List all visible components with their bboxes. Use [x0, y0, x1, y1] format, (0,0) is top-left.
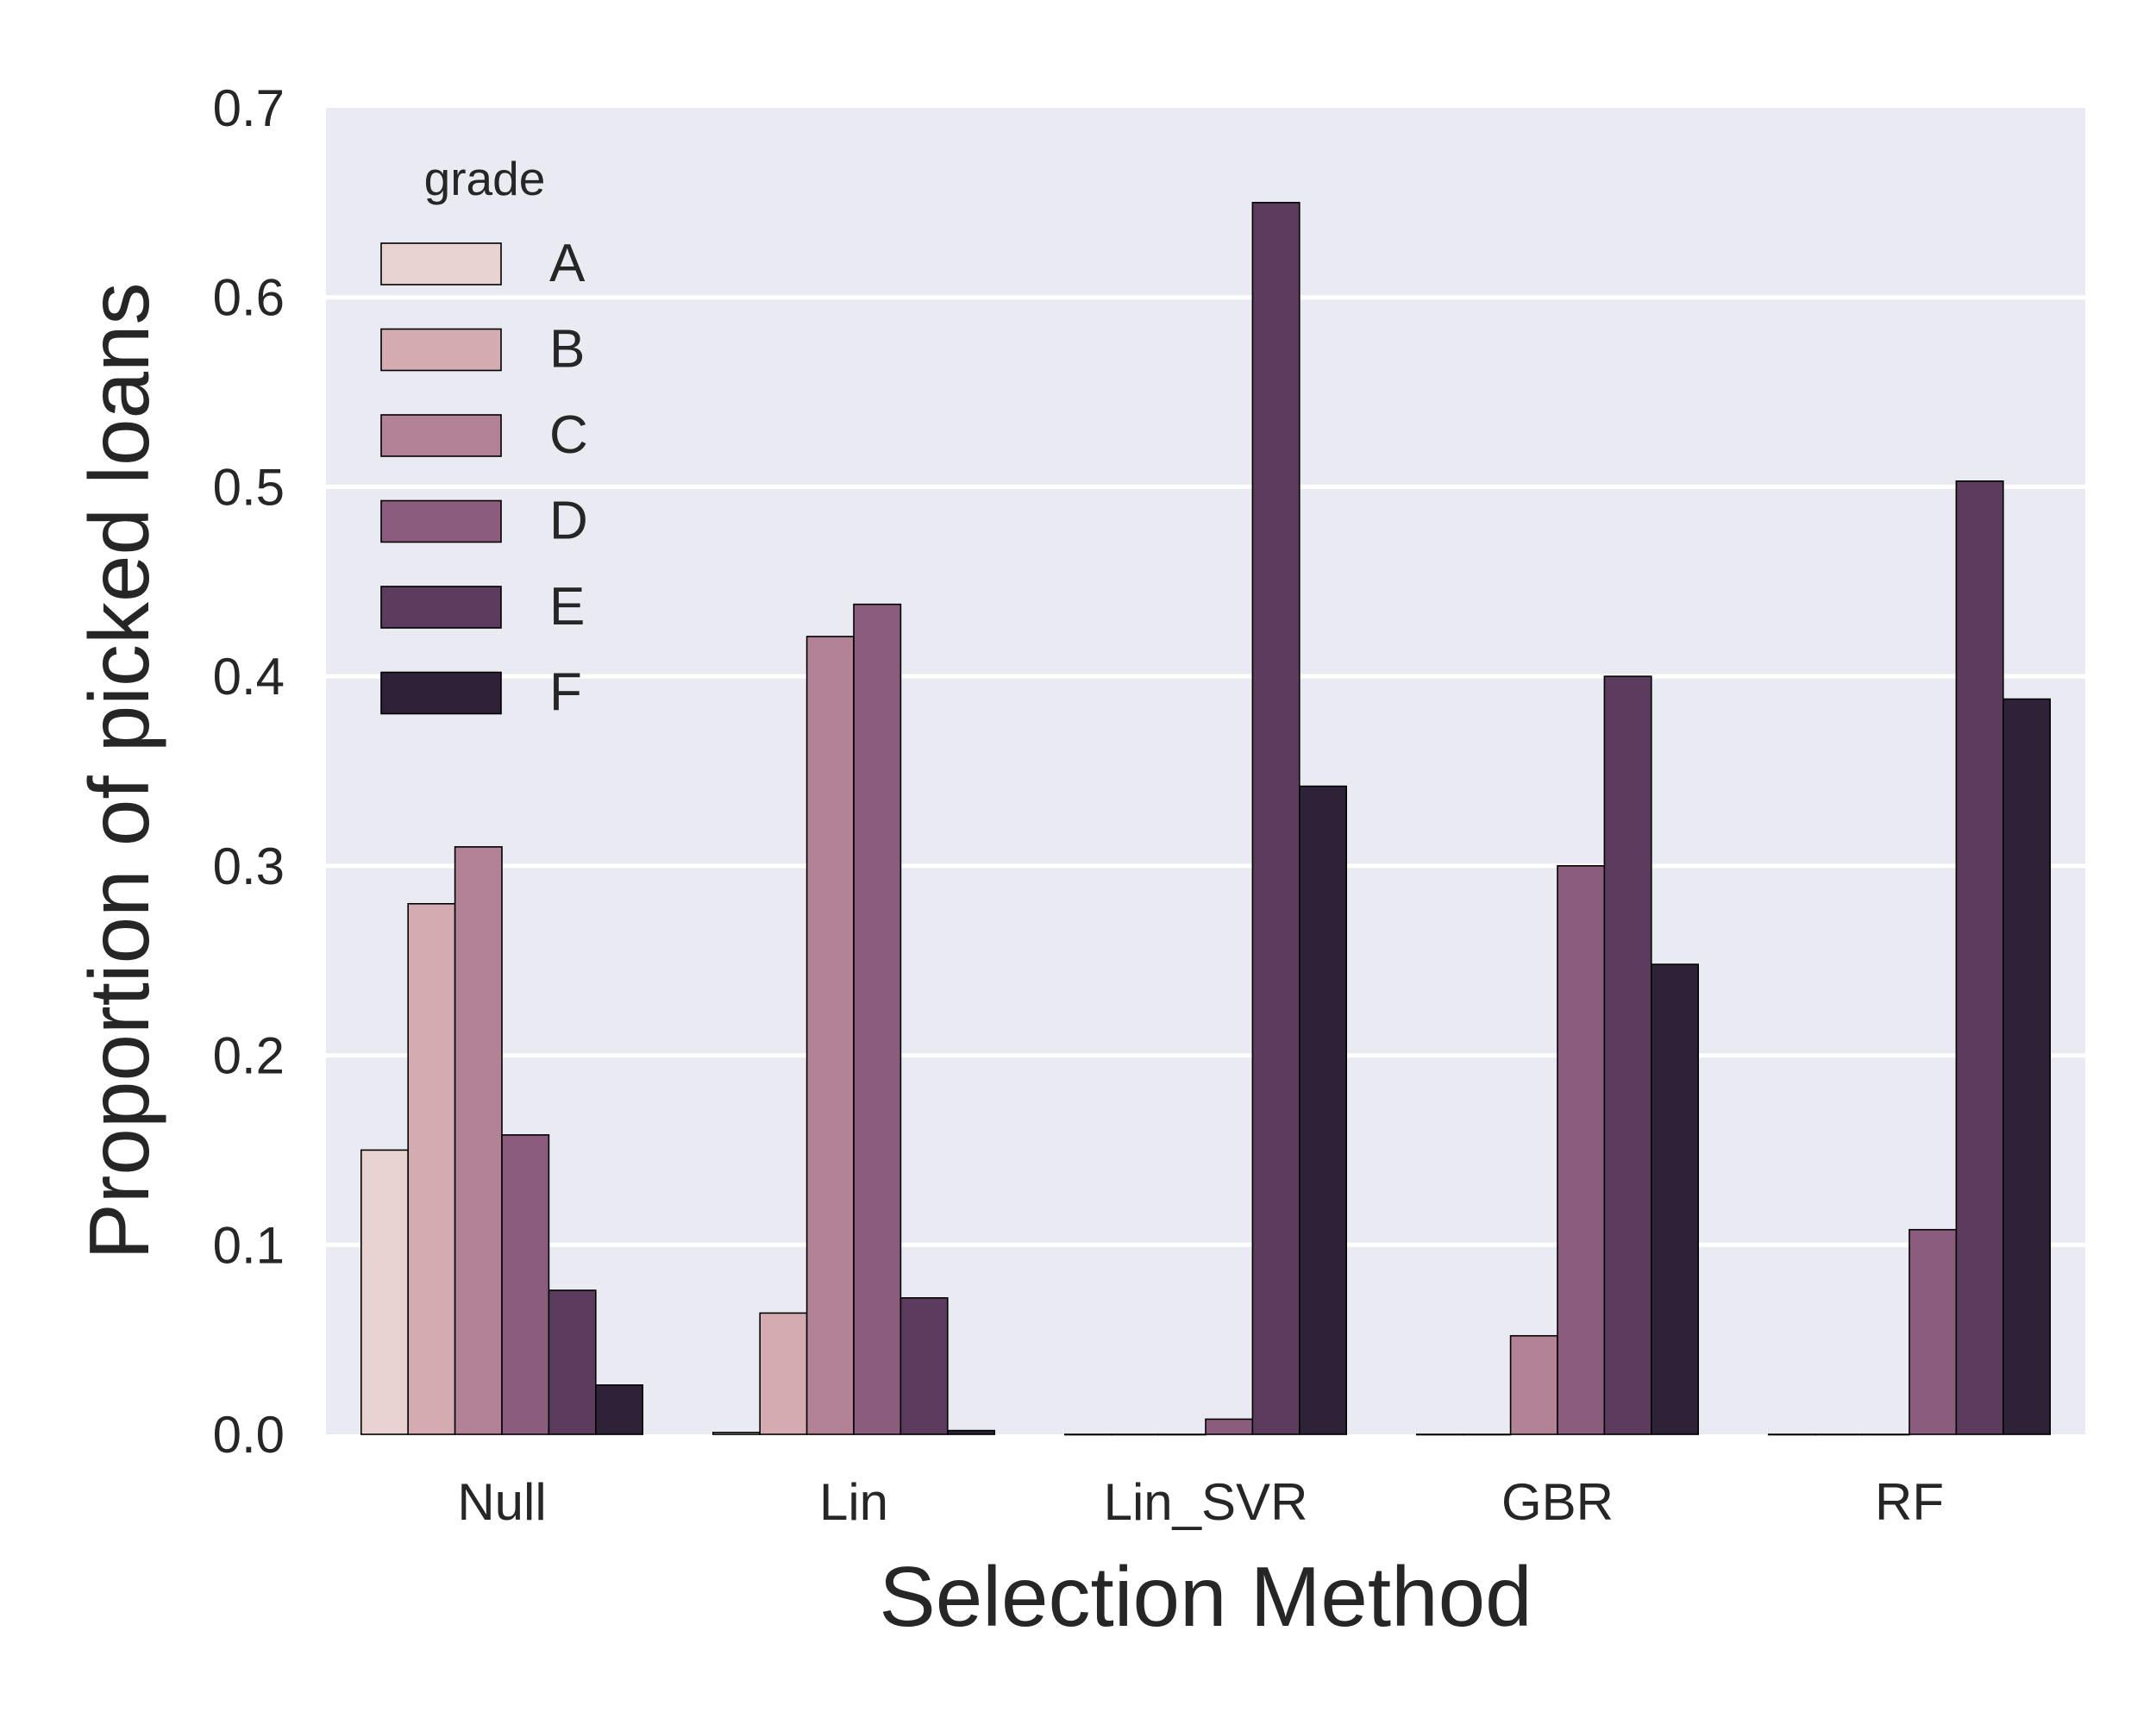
legend-label: D — [549, 492, 588, 551]
bar-rf-a — [1768, 1433, 1817, 1436]
x-tick-labels: Null Lin Lin_SVR GBR RF — [457, 1473, 1944, 1531]
legend-swatch — [380, 586, 502, 629]
y-tick-label: 0.2 — [213, 1027, 285, 1085]
legend-swatch — [380, 414, 502, 457]
bar-lin-svr-c — [1157, 1433, 1206, 1436]
legend-swatch — [380, 328, 502, 372]
legend-label: F — [549, 663, 582, 723]
bar-lin-d — [853, 603, 902, 1435]
bar-rf-b — [1814, 1433, 1864, 1436]
bar-null-d — [501, 1134, 550, 1435]
bar-null-c — [454, 846, 503, 1435]
plot-background — [326, 108, 2085, 1434]
y-tick-label: 0.3 — [213, 837, 285, 895]
x-tick-label: RF — [1875, 1473, 1944, 1531]
bar-rf-f — [2002, 698, 2052, 1435]
x-tick-label: Null — [457, 1473, 546, 1531]
bar-gbr-d — [1557, 865, 1606, 1435]
legend-label: E — [549, 577, 585, 637]
bar-lin-svr-d — [1205, 1418, 1254, 1435]
bar-rf-d — [1908, 1228, 1958, 1435]
y-tick-label: 0.5 — [213, 458, 285, 516]
bar-null-f — [594, 1384, 643, 1435]
y-tick-label: 0.0 — [213, 1406, 285, 1464]
legend-swatch — [380, 671, 502, 715]
bar-rf-e — [1955, 480, 2004, 1435]
y-tick-labels: 0.0 0.1 0.2 0.3 0.4 0.5 0.6 0.7 — [213, 79, 285, 1464]
y-tick-label: 0.1 — [213, 1216, 285, 1274]
bar-lin-a — [711, 1432, 761, 1435]
bar-lin-svr-a — [1064, 1433, 1113, 1436]
legend-label: B — [549, 320, 585, 380]
bar-lin-svr-e — [1251, 202, 1300, 1435]
legend-label: C — [549, 405, 588, 465]
bar-lin-svr-f — [1299, 785, 1348, 1435]
legend-swatch — [380, 242, 502, 285]
bars — [360, 202, 2052, 1436]
bar-gbr-e — [1603, 675, 1652, 1435]
bar-null-a — [360, 1149, 409, 1435]
bar-gbr-f — [1651, 963, 1700, 1435]
bar-lin-b — [759, 1312, 808, 1435]
bar-lin-svr-b — [1111, 1433, 1160, 1436]
y-tick-label: 0.7 — [213, 79, 285, 137]
bar-gbr-a — [1416, 1433, 1465, 1436]
legend-swatch — [380, 499, 502, 543]
x-tick-label: GBR — [1501, 1473, 1614, 1531]
legend-label: A — [549, 234, 586, 293]
y-axis-label: Proportion of picked loans — [72, 282, 166, 1259]
bar-rf-c — [1861, 1433, 1910, 1436]
bar-lin-e — [899, 1297, 949, 1435]
bar-null-e — [548, 1289, 597, 1435]
legend-title: grade — [424, 152, 546, 205]
x-tick-label: Lin_SVR — [1104, 1473, 1308, 1531]
x-tick-label: Lin — [819, 1473, 888, 1531]
gridlines — [326, 295, 2085, 1247]
bar-gbr-b — [1463, 1433, 1512, 1436]
y-tick-label: 0.4 — [213, 648, 285, 706]
bar-lin-f — [947, 1429, 996, 1435]
bar-null-b — [407, 903, 456, 1435]
x-axis-label: Selection Method — [879, 1549, 1532, 1644]
bar-gbr-c — [1509, 1334, 1558, 1435]
bar-lin-c — [805, 636, 855, 1435]
y-tick-label: 0.6 — [213, 269, 285, 327]
